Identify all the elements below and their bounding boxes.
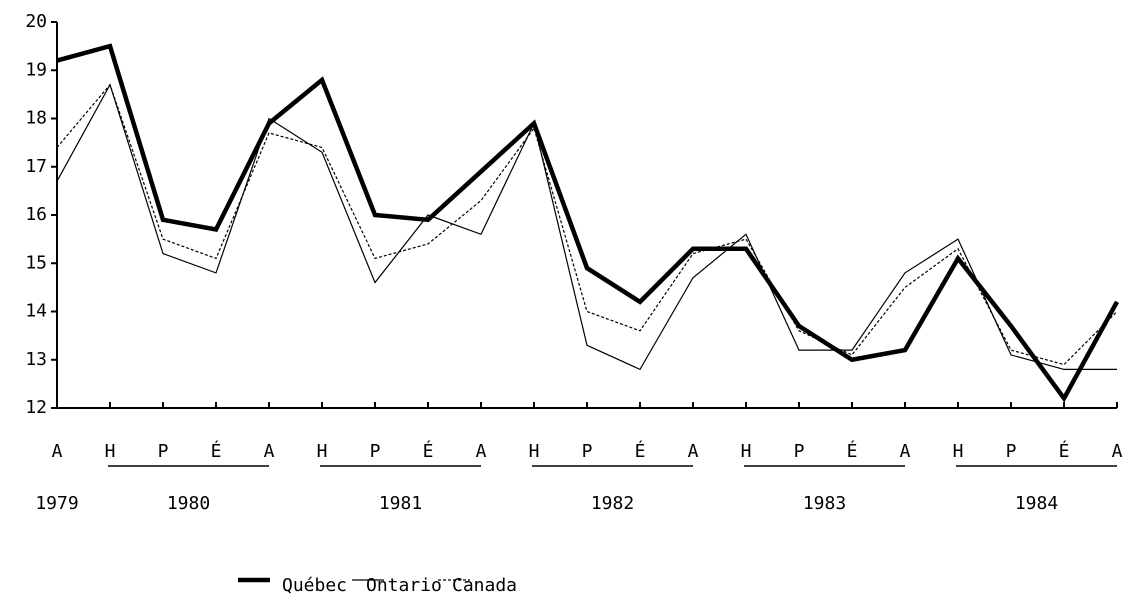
year-label: 1982	[591, 493, 634, 514]
x-tick-label: A	[52, 441, 63, 462]
y-tick-label: 13	[25, 349, 47, 370]
x-tick-label: A	[688, 441, 699, 462]
x-tick-label: P	[158, 441, 169, 462]
series-line	[56, 83, 1118, 366]
year-label: 1981	[379, 493, 422, 514]
y-tick-label: 14	[25, 301, 47, 322]
x-tick-label: A	[264, 441, 275, 462]
x-tick-label: A	[900, 441, 911, 462]
x-tick-label: É	[847, 440, 858, 462]
series-line	[56, 43, 1119, 403]
y-tick-label: 17	[25, 156, 47, 177]
legend-label: Canada	[452, 575, 517, 596]
legend-label: Québec	[282, 575, 347, 596]
y-tick-label: 12	[25, 397, 47, 418]
y-tick-label: 15	[25, 252, 47, 273]
x-tick-label: É	[211, 440, 222, 462]
x-tick-label: A	[1112, 441, 1123, 462]
x-tick-label: H	[741, 441, 752, 462]
y-tick-label: 20	[25, 11, 47, 32]
legend-label: Ontario	[366, 575, 442, 596]
x-tick-label: É	[423, 440, 434, 462]
year-label: 1983	[803, 493, 846, 514]
x-tick-label: A	[476, 441, 487, 462]
x-tick-label: H	[317, 441, 328, 462]
x-tick-label: P	[1006, 441, 1017, 462]
x-tick-label: H	[529, 441, 540, 462]
y-tick-label: 16	[25, 204, 47, 225]
year-label: 1980	[167, 493, 210, 514]
x-tick-label: P	[370, 441, 381, 462]
x-tick-label: É	[1059, 440, 1070, 462]
x-tick-label: H	[953, 441, 964, 462]
x-tick-label: É	[635, 440, 646, 462]
series-line	[56, 83, 1117, 371]
year-label: 1979	[35, 493, 78, 514]
y-tick-label: 19	[25, 59, 47, 80]
x-tick-label: P	[582, 441, 593, 462]
x-tick-label: H	[105, 441, 116, 462]
y-tick-label: 18	[25, 108, 47, 129]
x-tick-label: P	[794, 441, 805, 462]
year-label: 1984	[1015, 493, 1058, 514]
